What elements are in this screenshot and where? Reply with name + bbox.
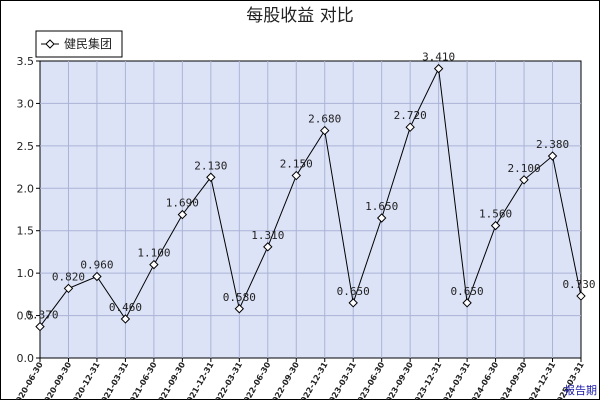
data-label: 0.960 <box>80 259 113 272</box>
data-point-marker <box>547 151 558 161</box>
data-point-marker <box>405 122 415 132</box>
y-tick-label: 1.0 <box>17 267 35 280</box>
data-label: 0.580 <box>223 291 256 304</box>
data-point-marker <box>35 321 45 332</box>
x-axis-corner-label: 报告期 <box>564 383 597 397</box>
data-label: 0.650 <box>337 285 370 298</box>
chart-title: 每股收益 对比 <box>246 6 353 26</box>
data-point-marker <box>291 170 301 181</box>
y-tick-label: 1.5 <box>17 225 35 238</box>
data-point-marker <box>149 259 159 270</box>
data-label: 0.460 <box>109 301 142 314</box>
data-point-marker <box>348 298 358 308</box>
grid-lines <box>40 61 581 358</box>
series-layer <box>35 63 586 332</box>
data-label: 1.100 <box>137 247 170 260</box>
data-label: 0.370 <box>25 309 58 322</box>
data-point-marker <box>320 125 330 136</box>
data-label: 2.100 <box>507 162 540 175</box>
data-label: 0.820 <box>52 270 85 283</box>
data-point-marker <box>576 291 586 301</box>
data-label: 2.380 <box>536 138 569 151</box>
data-point-marker <box>462 298 472 308</box>
data-label: 1.310 <box>251 229 284 242</box>
data-label: 0.650 <box>451 285 484 298</box>
data-point-marker <box>234 304 245 314</box>
legend-label-series: 健民集团 <box>64 36 112 51</box>
y-tick-label: 3.0 <box>17 97 35 110</box>
data-label: 2.680 <box>308 113 341 126</box>
data-label: 2.130 <box>194 159 227 172</box>
data-point-marker <box>206 172 216 182</box>
series-line <box>39 66 582 327</box>
data-point-marker <box>63 283 74 294</box>
y-tick-label: 2.0 <box>17 182 35 195</box>
y-tick-label: 0.0 <box>17 352 35 365</box>
data-label: 2.720 <box>394 109 427 122</box>
data-label: 1.560 <box>479 208 512 221</box>
data-point-marker <box>177 209 188 220</box>
legend: 健民集团 <box>35 30 123 58</box>
plot-area <box>39 60 582 359</box>
data-label: 1.690 <box>166 197 199 210</box>
data-point-marker <box>376 213 387 223</box>
data-label: 2.150 <box>280 158 313 171</box>
data-point-marker <box>92 271 102 282</box>
data-label: 1.650 <box>365 200 398 213</box>
data-point-marker <box>120 314 131 324</box>
y-tick-label: 3.5 <box>17 55 35 68</box>
data-label: 0.730 <box>562 278 595 291</box>
data-label: 3.410 <box>422 51 455 64</box>
data-point-marker <box>433 63 444 74</box>
y-tick-label: 0.5 <box>17 310 35 323</box>
y-tick-label: 2.5 <box>17 140 35 153</box>
data-point-marker <box>490 220 501 231</box>
legend-marker-diamond <box>45 39 55 49</box>
data-point-marker <box>519 175 529 185</box>
data-point-marker <box>263 242 273 252</box>
